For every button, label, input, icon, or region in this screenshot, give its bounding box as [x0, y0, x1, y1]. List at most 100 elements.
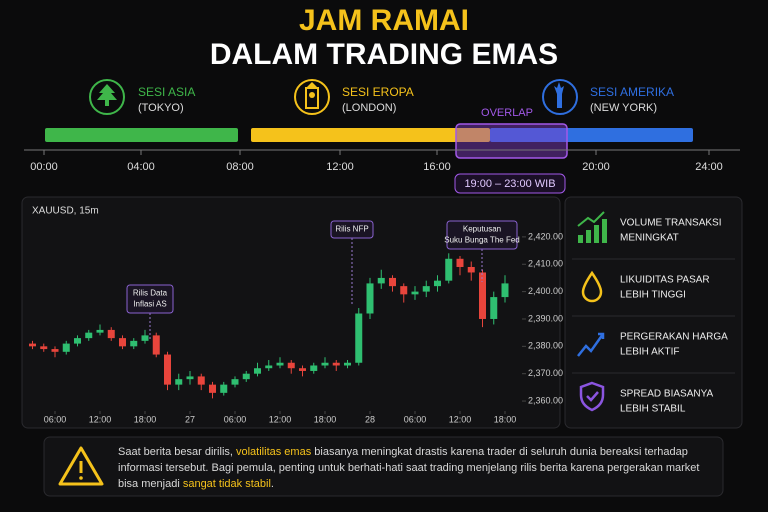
timeline-tick-label: 16:00	[423, 161, 451, 173]
title: JAM RAMAI	[299, 4, 469, 37]
candle-body	[467, 266, 475, 273]
overlap-time-box	[454, 173, 566, 194]
candle-body	[310, 365, 318, 371]
candle-body	[96, 329, 104, 333]
candle-body	[175, 379, 183, 385]
candle-body	[479, 272, 486, 319]
asia-bar	[45, 128, 238, 142]
note-panel	[43, 436, 724, 497]
feature-panel	[564, 196, 743, 429]
note: Saat berita besar dirilis, volatilitas e…	[118, 444, 714, 492]
candle-body	[74, 338, 81, 344]
america-icon	[542, 79, 578, 115]
x-tick-label: 28	[365, 414, 375, 424]
candle-body	[40, 346, 48, 350]
x-tick-label: 18:00	[494, 414, 517, 424]
candle-body	[321, 362, 329, 366]
x-tick-label: 12:00	[449, 414, 472, 424]
feature-text: VOLUME TRANSAKSI	[620, 218, 722, 229]
candle-body	[389, 277, 396, 287]
candle-body	[141, 335, 149, 341]
candle-body	[299, 368, 306, 371]
note-text: biasanya meningkat drastis karena trader…	[118, 446, 700, 490]
candle-body	[209, 384, 216, 393]
x-tick-label: 12:00	[269, 414, 292, 424]
annotation-text: Rilis NFP	[335, 225, 368, 234]
candle-body	[164, 354, 171, 385]
x-tick-label: 12:00	[89, 414, 112, 424]
candle-body	[490, 297, 498, 319]
candle-body	[344, 362, 351, 366]
feature-text: MENINGKAT	[620, 233, 679, 244]
asia-icon	[89, 79, 125, 115]
candle-body	[62, 343, 70, 352]
session-city: (TOKYO)	[138, 102, 184, 114]
overlap-box	[455, 123, 568, 159]
movement-icon	[577, 332, 605, 357]
x-tick-label: 18:00	[314, 414, 337, 424]
candle-body	[130, 340, 138, 347]
candle-body	[242, 373, 250, 380]
x-tick-label: 06:00	[224, 414, 247, 424]
europe-icon	[294, 79, 330, 115]
candle-body	[231, 379, 239, 385]
candle-body	[220, 384, 228, 393]
candle-body	[355, 313, 363, 363]
candle-body	[51, 349, 59, 352]
candle-body	[186, 376, 194, 380]
spread-icon	[579, 381, 605, 412]
annotation-text: Rilis Data	[133, 289, 168, 298]
y-tick-label: 2,400.00	[528, 286, 563, 296]
x-tick-label: 18:00	[134, 414, 157, 424]
note-text: Saat berita besar dirilis,	[118, 446, 236, 458]
candle-body	[400, 286, 408, 295]
volume-icon	[577, 211, 607, 243]
feature-text: LIKUIDITAS PASAR	[620, 275, 710, 286]
candle-body	[254, 368, 261, 374]
chart-title: XAUUSD, 15m	[32, 206, 99, 217]
candle-body	[434, 280, 441, 287]
y-tick-label: 2,410.00	[528, 259, 563, 269]
note-highlight: sangat tidak stabil	[182, 478, 271, 490]
candle-body	[197, 376, 205, 385]
europe-bar	[251, 128, 490, 142]
candle-body	[501, 283, 509, 298]
session-name: SESI EROPA	[342, 85, 414, 99]
candle-body	[287, 362, 295, 369]
annotation-box	[330, 220, 374, 239]
timeline-tick-label: 00:00	[30, 161, 58, 173]
candle-body	[411, 291, 419, 295]
annotation-text: Keputusan	[463, 225, 501, 234]
feature-text: SPREAD BIASANYA	[620, 389, 714, 400]
feature-text: LEBIH AKTIF	[620, 347, 679, 358]
x-tick-label: 06:00	[404, 414, 427, 424]
session-name: SESI AMERIKA	[590, 85, 674, 99]
session-city: (LONDON)	[342, 102, 396, 114]
candle-body	[265, 365, 273, 369]
candle-body	[332, 362, 340, 366]
annotation-box	[446, 220, 518, 250]
y-tick-label: 2,380.00	[528, 341, 563, 351]
y-tick-label: 2,420.00	[528, 231, 563, 241]
overlap-label: OVERLAP	[481, 107, 533, 119]
america-bar	[490, 128, 693, 142]
overlap-time: 19:00 – 23:00 WIB	[464, 178, 555, 190]
annotation-text: Suku Bunga The Fed	[444, 236, 519, 245]
x-tick-label: 27	[185, 414, 195, 424]
note-text: .	[270, 478, 274, 490]
y-tick-label: 2,390.00	[528, 313, 563, 323]
feature-text: LEBIH STABIL	[620, 404, 686, 415]
y-tick-label: 2,360.00	[528, 395, 563, 405]
candle-body	[85, 332, 93, 339]
warning-icon	[58, 446, 104, 486]
timeline-tick-label: 24:00	[695, 161, 723, 173]
x-tick-label: 06:00	[44, 414, 67, 424]
timeline-tick-label: 08:00	[226, 161, 254, 173]
liquidity-icon	[581, 270, 603, 303]
chart-panel	[21, 196, 561, 429]
annotation-text: Inflasi AS	[133, 300, 166, 309]
candle-body	[276, 362, 284, 366]
feature-text: LEBIH TINGGI	[620, 290, 686, 301]
candle-body	[377, 277, 385, 284]
